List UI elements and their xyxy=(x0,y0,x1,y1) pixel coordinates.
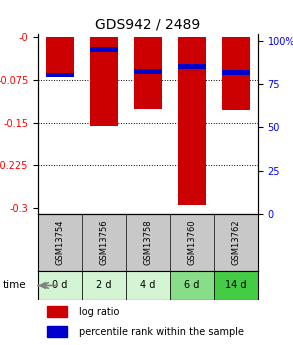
Bar xyxy=(134,37,162,109)
Text: 6 d: 6 d xyxy=(184,280,200,290)
Text: 0 d: 0 d xyxy=(52,280,68,290)
Bar xyxy=(38,271,82,300)
Bar xyxy=(134,69,162,74)
Text: GSM13756: GSM13756 xyxy=(100,219,108,265)
Text: log ratio: log ratio xyxy=(79,307,120,317)
Text: 14 d: 14 d xyxy=(225,280,247,290)
Bar xyxy=(170,271,214,300)
Bar xyxy=(178,37,206,205)
Text: time: time xyxy=(3,280,27,290)
Text: 2 d: 2 d xyxy=(96,280,112,290)
Text: GSM13762: GSM13762 xyxy=(231,219,240,265)
Bar xyxy=(90,47,118,52)
Bar xyxy=(222,70,250,75)
Text: 4 d: 4 d xyxy=(140,280,156,290)
Bar xyxy=(214,271,258,300)
Text: percentile rank within the sample: percentile rank within the sample xyxy=(79,327,244,336)
Bar xyxy=(90,37,118,126)
Title: GDS942 / 2489: GDS942 / 2489 xyxy=(95,18,201,32)
Text: GSM13760: GSM13760 xyxy=(188,219,196,265)
Bar xyxy=(46,37,74,75)
Bar xyxy=(82,271,126,300)
Text: GSM13754: GSM13754 xyxy=(56,220,64,265)
Text: GSM13758: GSM13758 xyxy=(144,219,152,265)
Bar xyxy=(46,73,74,77)
Bar xyxy=(126,271,170,300)
Bar xyxy=(47,306,67,317)
Bar xyxy=(178,64,206,69)
Bar xyxy=(222,37,250,110)
Bar xyxy=(47,326,67,337)
